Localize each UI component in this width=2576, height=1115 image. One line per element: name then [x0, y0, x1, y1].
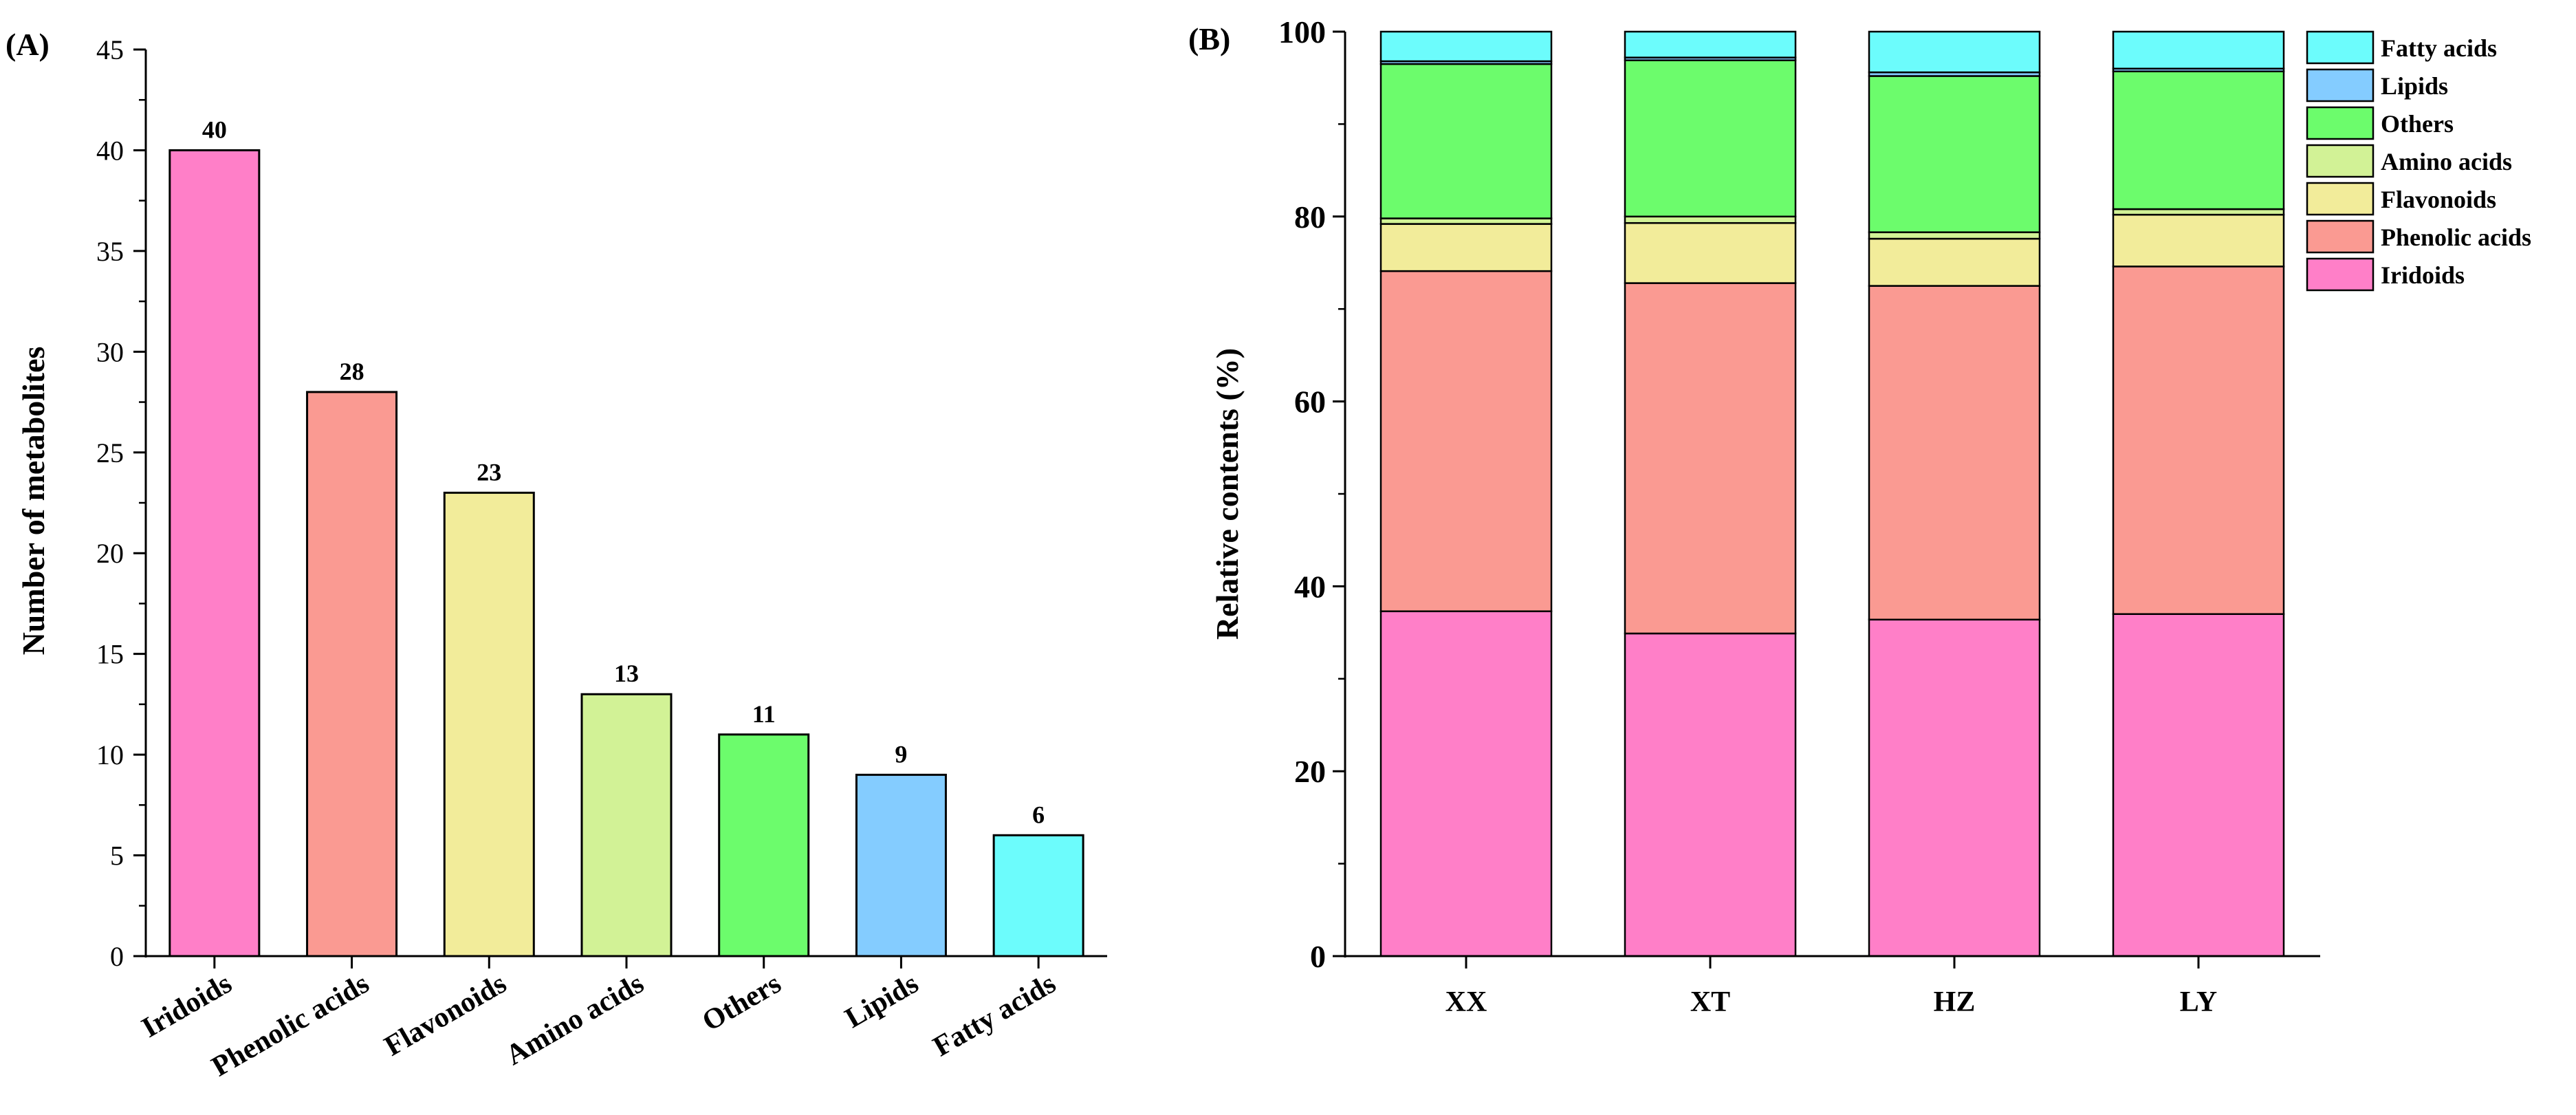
- x-category-label: Iridoids: [137, 968, 237, 1044]
- bar-flavonoids: [443, 491, 535, 957]
- legend-label: Fatty acids: [2381, 34, 2497, 62]
- segment-flavonoids: [1624, 221, 1797, 284]
- legend-item-amino-acids: Amino acids: [2306, 144, 2512, 178]
- segment-phenolic-acids: [1624, 282, 1797, 635]
- bar-value-label: 13: [614, 660, 639, 687]
- bar-value-label: 6: [1032, 801, 1045, 828]
- segment-phenolic-acids: [1379, 270, 1553, 612]
- bar-fatty-acids: [992, 834, 1084, 957]
- legend-label: Phenolic acids: [2381, 224, 2531, 251]
- y-tick-label: 35: [96, 236, 124, 267]
- bar-value-label: 40: [202, 116, 227, 143]
- panel-a-label: (A): [6, 27, 50, 62]
- y-tick-label: 100: [1278, 14, 1326, 50]
- panel-b-label: (B): [1188, 21, 1230, 56]
- legend-label: Flavonoids: [2381, 186, 2496, 213]
- y-tick-label: 30: [96, 336, 124, 367]
- y-tick-label: 25: [96, 437, 124, 468]
- legend-label: Amino acids: [2381, 148, 2512, 175]
- x-category-label: Lipids: [840, 968, 924, 1035]
- segment-others: [1624, 59, 1797, 218]
- y-tick-label: 10: [96, 739, 124, 770]
- stacked-bar-ly: [2112, 30, 2285, 957]
- panel-b-y-axis-title: Relative contents (%): [1210, 348, 1245, 640]
- legend-item-flavonoids: Flavonoids: [2306, 182, 2496, 216]
- legend-item-lipids: Lipids: [2306, 68, 2448, 102]
- segment-amino-acids: [1624, 215, 1797, 224]
- y-tick-label: 5: [110, 841, 124, 872]
- legend-item-phenolic-acids: Phenolic acids: [2306, 219, 2531, 254]
- stacked-bar-xx: [1379, 30, 1553, 957]
- bar-value-label: 23: [477, 458, 501, 486]
- bar-lipids: [855, 773, 947, 957]
- segment-phenolic-acids: [2112, 266, 2285, 615]
- segment-phenolic-acids: [1868, 285, 2041, 621]
- segment-iridoids: [2112, 613, 2285, 957]
- x-category-label: Flavonoids: [379, 968, 512, 1063]
- x-category-label: Phenolic acids: [206, 968, 374, 1083]
- legend-swatch: [2306, 144, 2375, 178]
- y-tick-label: 80: [1294, 199, 1326, 235]
- y-tick-label: 0: [110, 941, 124, 972]
- panel-b-stacked-bar-chart: (B) 0 20 40 60 80 100 XX XT HZ LY Relative conte…: [1188, 14, 2531, 1018]
- x-category-label: XT: [1690, 986, 1730, 1018]
- x-category-label: LY: [2180, 986, 2218, 1018]
- y-tick-label: 0: [1310, 939, 1326, 974]
- x-category-label: Fatty acids: [928, 968, 1061, 1063]
- legend-swatch: [2306, 257, 2375, 292]
- bar-others: [718, 733, 810, 957]
- segment-others: [2112, 70, 2285, 210]
- y-tick-label: 45: [96, 34, 124, 65]
- y-tick-label: 40: [96, 135, 124, 166]
- legend-swatch: [2306, 30, 2375, 65]
- y-tick-label: 40: [1294, 569, 1326, 604]
- y-tick-label: 20: [1294, 754, 1326, 789]
- bar-value-label: 11: [752, 700, 776, 728]
- legend-swatch: [2306, 106, 2375, 140]
- legend-label: Others: [2381, 110, 2454, 138]
- segment-flavonoids: [2112, 213, 2285, 268]
- segment-flavonoids: [1868, 237, 2041, 287]
- panel-a-y-axis-title: Number of metabolites: [16, 347, 51, 656]
- y-tick-label: 60: [1294, 385, 1326, 420]
- y-tick-label: 15: [96, 639, 124, 670]
- bar-phenolic-acids: [306, 391, 398, 957]
- legend-item-fatty-acids: Fatty acids: [2306, 30, 2497, 65]
- x-category-label: Amino acids: [501, 968, 649, 1072]
- bar-iridoids: [168, 149, 261, 957]
- legend-item-others: Others: [2306, 106, 2454, 140]
- x-category-label: Others: [697, 968, 787, 1038]
- panel-b-legend: Fatty acids Lipids Others Amino acids Flavon…: [2306, 30, 2531, 292]
- legend-label: Iridoids: [2381, 261, 2465, 289]
- segment-flavonoids: [1379, 223, 1553, 272]
- segment-fatty-acids: [1379, 30, 1553, 63]
- segment-others: [1379, 63, 1553, 219]
- y-tick-label: 20: [96, 538, 124, 569]
- bar-value-label: 28: [340, 358, 364, 385]
- x-category-label: XX: [1445, 986, 1487, 1018]
- stacked-bar-xt: [1624, 30, 1797, 957]
- legend-swatch: [2306, 182, 2375, 216]
- legend-swatch: [2306, 68, 2375, 102]
- segment-iridoids: [1379, 610, 1553, 957]
- legend-swatch: [2306, 219, 2375, 254]
- segment-fatty-acids: [1624, 30, 1797, 58]
- bar-amino-acids: [580, 693, 673, 957]
- bar-value-label: 9: [895, 740, 907, 768]
- x-category-label: HZ: [1934, 986, 1976, 1018]
- legend-item-iridoids: Iridoids: [2306, 257, 2465, 292]
- segment-fatty-acids: [1868, 30, 2041, 74]
- segment-amino-acids: [1868, 231, 2041, 240]
- stacked-bar-hz: [1868, 30, 2041, 957]
- panel-a-bar-chart: (A) 40 28 23 13 11 9 6 0 5 10 15 20 25 30 35 40 45 Irid…: [6, 27, 1107, 1083]
- segment-iridoids: [1868, 618, 2041, 957]
- legend-label: Lipids: [2381, 72, 2448, 100]
- segment-fatty-acids: [2112, 30, 2285, 70]
- segment-others: [1868, 75, 2041, 233]
- segment-iridoids: [1624, 632, 1797, 957]
